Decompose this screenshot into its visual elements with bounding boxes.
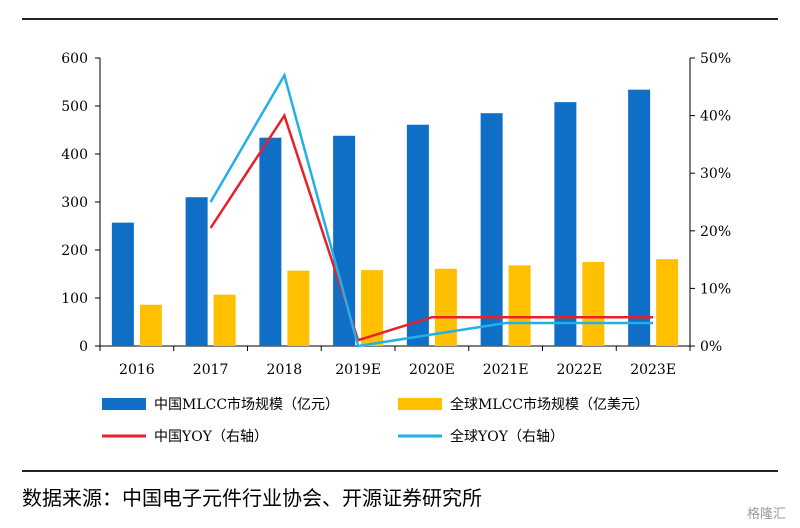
legend-swatch xyxy=(398,398,442,410)
axes xyxy=(95,57,695,351)
y-left-tick-label: 300 xyxy=(61,195,88,211)
yoy-lines xyxy=(209,72,654,348)
y-right-tick-label: 0% xyxy=(700,339,722,355)
bar-global xyxy=(434,268,457,346)
legend-label: 中国YOY（右轴） xyxy=(154,429,268,445)
x-tick-label: 2020E xyxy=(409,362,455,378)
line-global-yoy xyxy=(209,72,654,348)
y-right-tick-label: 50% xyxy=(700,51,731,67)
x-tick-label: 2023E xyxy=(630,362,676,378)
bar-china xyxy=(185,197,208,346)
x-tick-label: 2018 xyxy=(267,362,303,378)
x-tick-label: 2017 xyxy=(193,362,229,378)
bottom-rule xyxy=(22,470,778,472)
bar-global xyxy=(508,265,531,346)
line-china-yoy xyxy=(209,112,654,342)
x-tick-label: 2022E xyxy=(556,362,602,378)
legend-swatch xyxy=(102,398,146,410)
bars xyxy=(111,89,679,347)
legend-label: 全球YOY（右轴） xyxy=(450,428,564,445)
y-left-tick-label: 200 xyxy=(61,243,88,259)
bar-china xyxy=(333,135,356,346)
mlcc-market-chart: 0 100 200 300 400 500 600 0% 10% 20% 30% 40% 50% 2016… xyxy=(61,51,731,445)
y-right-tick-label: 20% xyxy=(700,224,731,240)
bar-china xyxy=(259,137,282,346)
top-rule xyxy=(22,18,778,20)
y-right-tick-label: 40% xyxy=(700,109,731,125)
legend: 中国MLCC市场规模（亿元） 全球MLCC市场规模（亿美元） 中国YOY（右轴） 全球… xyxy=(102,396,649,445)
legend-label: 中国MLCC市场规模（亿元） xyxy=(154,396,339,413)
y-right-tick-label: 10% xyxy=(700,281,731,297)
watermark-logo: 格隆汇 xyxy=(746,507,786,522)
y-left-tick-label: 500 xyxy=(61,99,88,115)
y-left-tick-label: 400 xyxy=(61,147,88,163)
tick-labels: 0 100 200 300 400 500 600 0% 10% 20% 30% 40% 50% 2016… xyxy=(61,51,731,378)
bar-china xyxy=(406,124,429,346)
bar-global xyxy=(139,304,162,346)
bar-china xyxy=(111,222,134,346)
bar-china xyxy=(628,89,651,347)
bar-china xyxy=(554,102,577,346)
x-tick-label: 2021E xyxy=(483,362,529,378)
y-left-tick-label: 600 xyxy=(61,51,88,67)
y-right-tick-label: 30% xyxy=(700,166,731,182)
bar-global xyxy=(213,294,236,346)
x-tick-label: 2016 xyxy=(119,362,155,378)
source-note: 数据来源：中国电子元件行业协会、开源证券研究所 xyxy=(22,486,482,510)
bar-global xyxy=(287,270,310,346)
bar-global xyxy=(582,262,605,346)
y-left-tick-label: 100 xyxy=(61,291,88,307)
bar-china xyxy=(480,113,503,346)
y-left-tick-label: 0 xyxy=(79,339,88,355)
bar-global xyxy=(656,259,679,346)
x-tick-label: 2019E xyxy=(335,362,381,378)
bar-global xyxy=(361,270,384,346)
legend-label: 全球MLCC市场规模（亿美元） xyxy=(450,396,649,413)
